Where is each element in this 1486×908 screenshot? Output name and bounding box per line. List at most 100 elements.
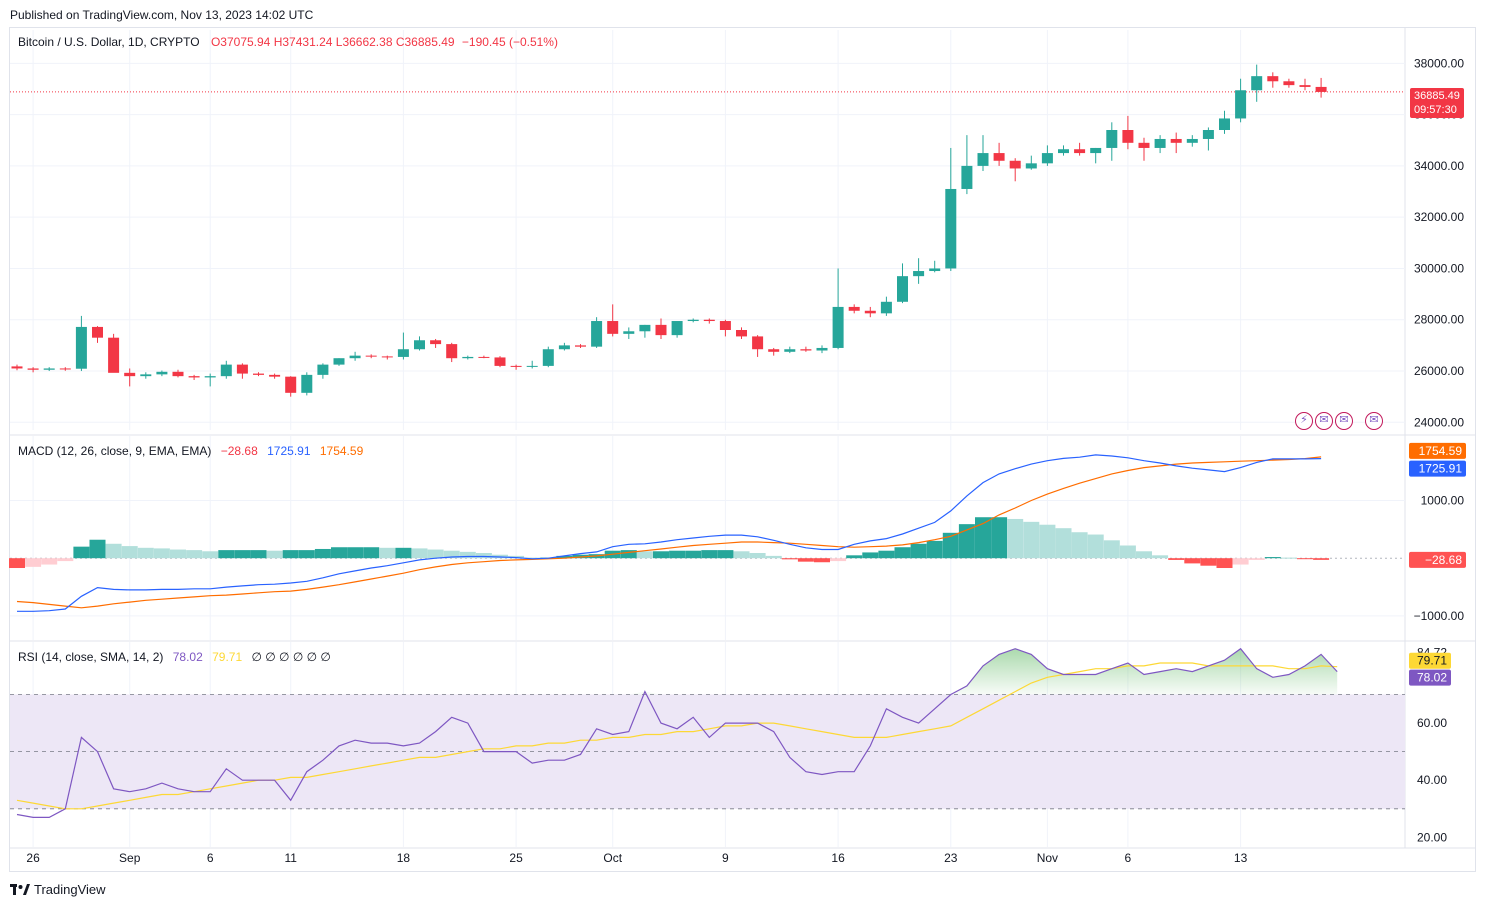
- lightning-icon[interactable]: ⚡: [1295, 412, 1313, 430]
- macd-histogram-bar: [1184, 558, 1201, 564]
- candle-body: [816, 347, 828, 351]
- macd-line-tag-label: 1725.91: [1419, 462, 1463, 476]
- macd-histogram-bar: [363, 547, 380, 559]
- price-tick-label: 26000.00: [1414, 364, 1464, 378]
- price-tick-label: 28000.00: [1414, 313, 1464, 327]
- macd-histogram-bar: [459, 551, 476, 559]
- macd-hist-value: −28.68: [220, 444, 258, 458]
- macd-legend: MACD (12, 26, close, 9, EMA, EMA) −28.68…: [18, 444, 363, 458]
- macd-histogram-bar: [89, 539, 106, 559]
- time-tick-label: 11: [284, 851, 297, 865]
- time-tick-label: 25: [509, 851, 523, 865]
- change-value: −190.45 (−0.51%): [461, 35, 558, 49]
- candle-body: [1219, 118, 1230, 130]
- price-tick-label: 38000.00: [1414, 56, 1464, 70]
- macd-histogram-bar: [331, 547, 347, 559]
- brand-name: TradingView: [34, 882, 106, 897]
- candle-body: [462, 356, 474, 359]
- candle-body: [639, 324, 651, 332]
- candle-body: [591, 321, 603, 347]
- time-tick-label: 26: [26, 851, 40, 865]
- macd-histogram-bar: [298, 550, 315, 559]
- candle-body: [1122, 130, 1134, 143]
- macd-histogram-bar: [1152, 555, 1169, 559]
- time-tick-label: Sep: [119, 851, 141, 865]
- us-flag-icon[interactable]: ✉: [1315, 412, 1333, 430]
- candle-body: [269, 374, 281, 377]
- macd-histogram-bar: [669, 550, 686, 559]
- macd-histogram-bar: [1280, 557, 1297, 559]
- last-price-tag: 36885.49 09:57:30: [1410, 88, 1464, 118]
- price-tick-label: 34000.00: [1414, 159, 1464, 173]
- macd-histogram-bar: [427, 549, 444, 559]
- us-flag-icon[interactable]: ✉: [1365, 412, 1383, 430]
- candle-body: [558, 345, 570, 350]
- candle-body: [349, 355, 361, 359]
- candle-body: [848, 306, 860, 311]
- macd-histogram-bar: [25, 558, 42, 567]
- macd-histogram-bar: [1055, 528, 1072, 559]
- published-caption: Published on TradingView.com, Nov 13, 20…: [10, 8, 314, 22]
- price-legend: Bitcoin / U.S. Dollar, 1D, CRYPTO O37075…: [18, 35, 558, 49]
- macd-histogram-bar: [1297, 558, 1313, 560]
- open-value: O37075.94: [210, 35, 271, 49]
- candle-body: [188, 376, 200, 378]
- price-tick-label: 32000.00: [1414, 210, 1464, 224]
- candle-body: [317, 364, 329, 375]
- macd-hist-tag: [1409, 551, 1466, 568]
- macd-histogram-bar: [73, 546, 90, 559]
- rsi-value: 78.02: [172, 650, 203, 664]
- candle-body: [526, 365, 538, 367]
- rsi-extra-values: ∅ ∅ ∅ ∅ ∅ ∅: [251, 650, 331, 664]
- macd-histogram-bar: [395, 547, 412, 559]
- macd-signal-tag: [1409, 442, 1466, 459]
- macd-histogram-bar: [701, 550, 718, 559]
- rsi-title[interactable]: RSI (14, close, SMA, 14, 2): [18, 650, 164, 664]
- price-tick-label: 24000.00: [1414, 415, 1464, 429]
- time-tick-label: 6: [1125, 851, 1132, 865]
- macd-histogram-bar: [797, 558, 814, 562]
- candle-body: [446, 344, 458, 359]
- macd-histogram-bar: [685, 550, 702, 559]
- macd-histogram-bar: [878, 550, 895, 559]
- macd-histogram-bar: [9, 558, 25, 569]
- candle-body: [1154, 138, 1166, 148]
- candle-body: [784, 349, 796, 352]
- candle-body: [1058, 149, 1069, 154]
- candle-body: [301, 374, 313, 393]
- macd-histogram-bar: [524, 557, 541, 559]
- macd-histogram-bar: [910, 543, 927, 559]
- macd-histogram-bar: [153, 548, 170, 559]
- candle-body: [864, 310, 876, 314]
- macd-histogram-bar: [250, 550, 267, 559]
- macd-histogram-bar: [411, 548, 428, 559]
- macd-histogram-bar: [862, 552, 879, 559]
- candle-body: [285, 376, 297, 393]
- macd-title[interactable]: MACD (12, 26, close, 9, EMA, EMA): [18, 444, 212, 458]
- candle-body: [671, 321, 683, 336]
- macd-histogram-bar: [942, 532, 959, 559]
- candle-body: [1041, 153, 1053, 164]
- candle-body: [236, 364, 248, 374]
- us-flag-icon[interactable]: ✉: [1335, 412, 1353, 430]
- close-value: C36885.49: [395, 35, 455, 49]
- tradingview-footer: TradingView: [10, 882, 106, 897]
- macd-histogram-bar: [814, 558, 830, 563]
- macd-histogram-bar: [170, 549, 186, 559]
- candle-body: [703, 319, 715, 322]
- candle-body: [800, 349, 812, 351]
- rsi-tick-label: 60.00: [1417, 716, 1447, 730]
- macd-histogram-bar: [1119, 545, 1136, 559]
- macd-histogram-bar: [846, 555, 863, 559]
- rsi-ma-tag-label: 79.71: [1417, 654, 1447, 668]
- candle-body: [172, 371, 184, 377]
- rsi-value-tag-label: 78.02: [1417, 671, 1447, 685]
- macd-histogram-bar: [314, 548, 331, 559]
- macd-line-tag: [1409, 460, 1466, 477]
- macd-line: [17, 454, 1322, 612]
- symbol-title[interactable]: Bitcoin / U.S. Dollar, 1D, CRYPTO: [18, 35, 200, 49]
- time-tick-label: 16: [831, 851, 845, 865]
- macd-histogram-bar: [202, 551, 219, 559]
- macd-histogram-bar: [733, 551, 750, 559]
